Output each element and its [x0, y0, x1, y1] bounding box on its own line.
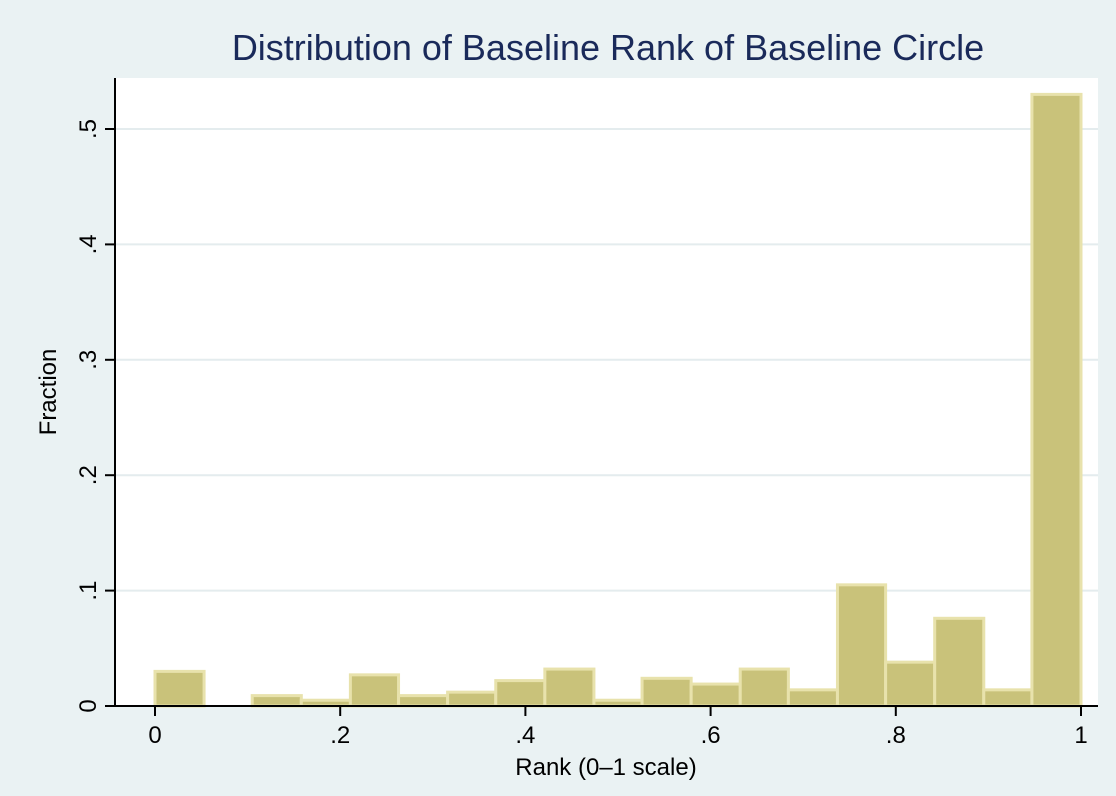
x-tick-label: 1 — [1074, 722, 1087, 749]
x-tick-label: .8 — [886, 722, 906, 749]
histogram-bar — [446, 690, 498, 708]
y-tick-label: .3 — [75, 350, 102, 370]
x-tick-label: .4 — [515, 722, 535, 749]
bars — [153, 92, 1083, 708]
chart-title: Distribution of Baseline Rank of Baselin… — [232, 27, 984, 68]
y-tick-label: .4 — [75, 234, 102, 254]
y-axis-ticks: 0 .1 .2 .3 .4 .5 — [75, 119, 115, 713]
histogram-bar — [884, 660, 937, 708]
histogram-bar — [543, 667, 596, 708]
histogram-bar — [153, 669, 206, 708]
y-tick-label: .2 — [75, 465, 102, 485]
histogram-bar — [348, 673, 401, 708]
x-tick-label: 0 — [148, 722, 161, 749]
y-tick-label: 0 — [75, 699, 102, 712]
x-tick-label: .6 — [701, 722, 721, 749]
x-axis-title: Rank (0–1 scale) — [515, 754, 696, 781]
histogram-bar — [1030, 92, 1083, 708]
histogram-bar — [933, 616, 986, 708]
histogram-bar — [397, 694, 450, 708]
histogram-bar — [689, 682, 742, 708]
histogram-bar — [738, 667, 790, 708]
histogram-bar — [640, 676, 693, 708]
x-tick-label: .2 — [330, 722, 350, 749]
y-axis-title: Fraction — [35, 349, 62, 436]
histogram-bar — [786, 688, 839, 708]
histogram-bar — [835, 583, 888, 708]
x-axis-ticks: 0 .2 .4 .6 .8 1 — [148, 706, 1088, 749]
axes — [114, 78, 1098, 707]
histogram-bar — [494, 679, 547, 708]
plot-area — [115, 78, 1098, 706]
y-tick-label: .5 — [75, 119, 102, 139]
y-tick-label: .1 — [75, 581, 102, 601]
histogram-bar — [982, 688, 1034, 708]
histogram-bar — [250, 694, 303, 708]
gridlines — [115, 128, 1098, 592]
